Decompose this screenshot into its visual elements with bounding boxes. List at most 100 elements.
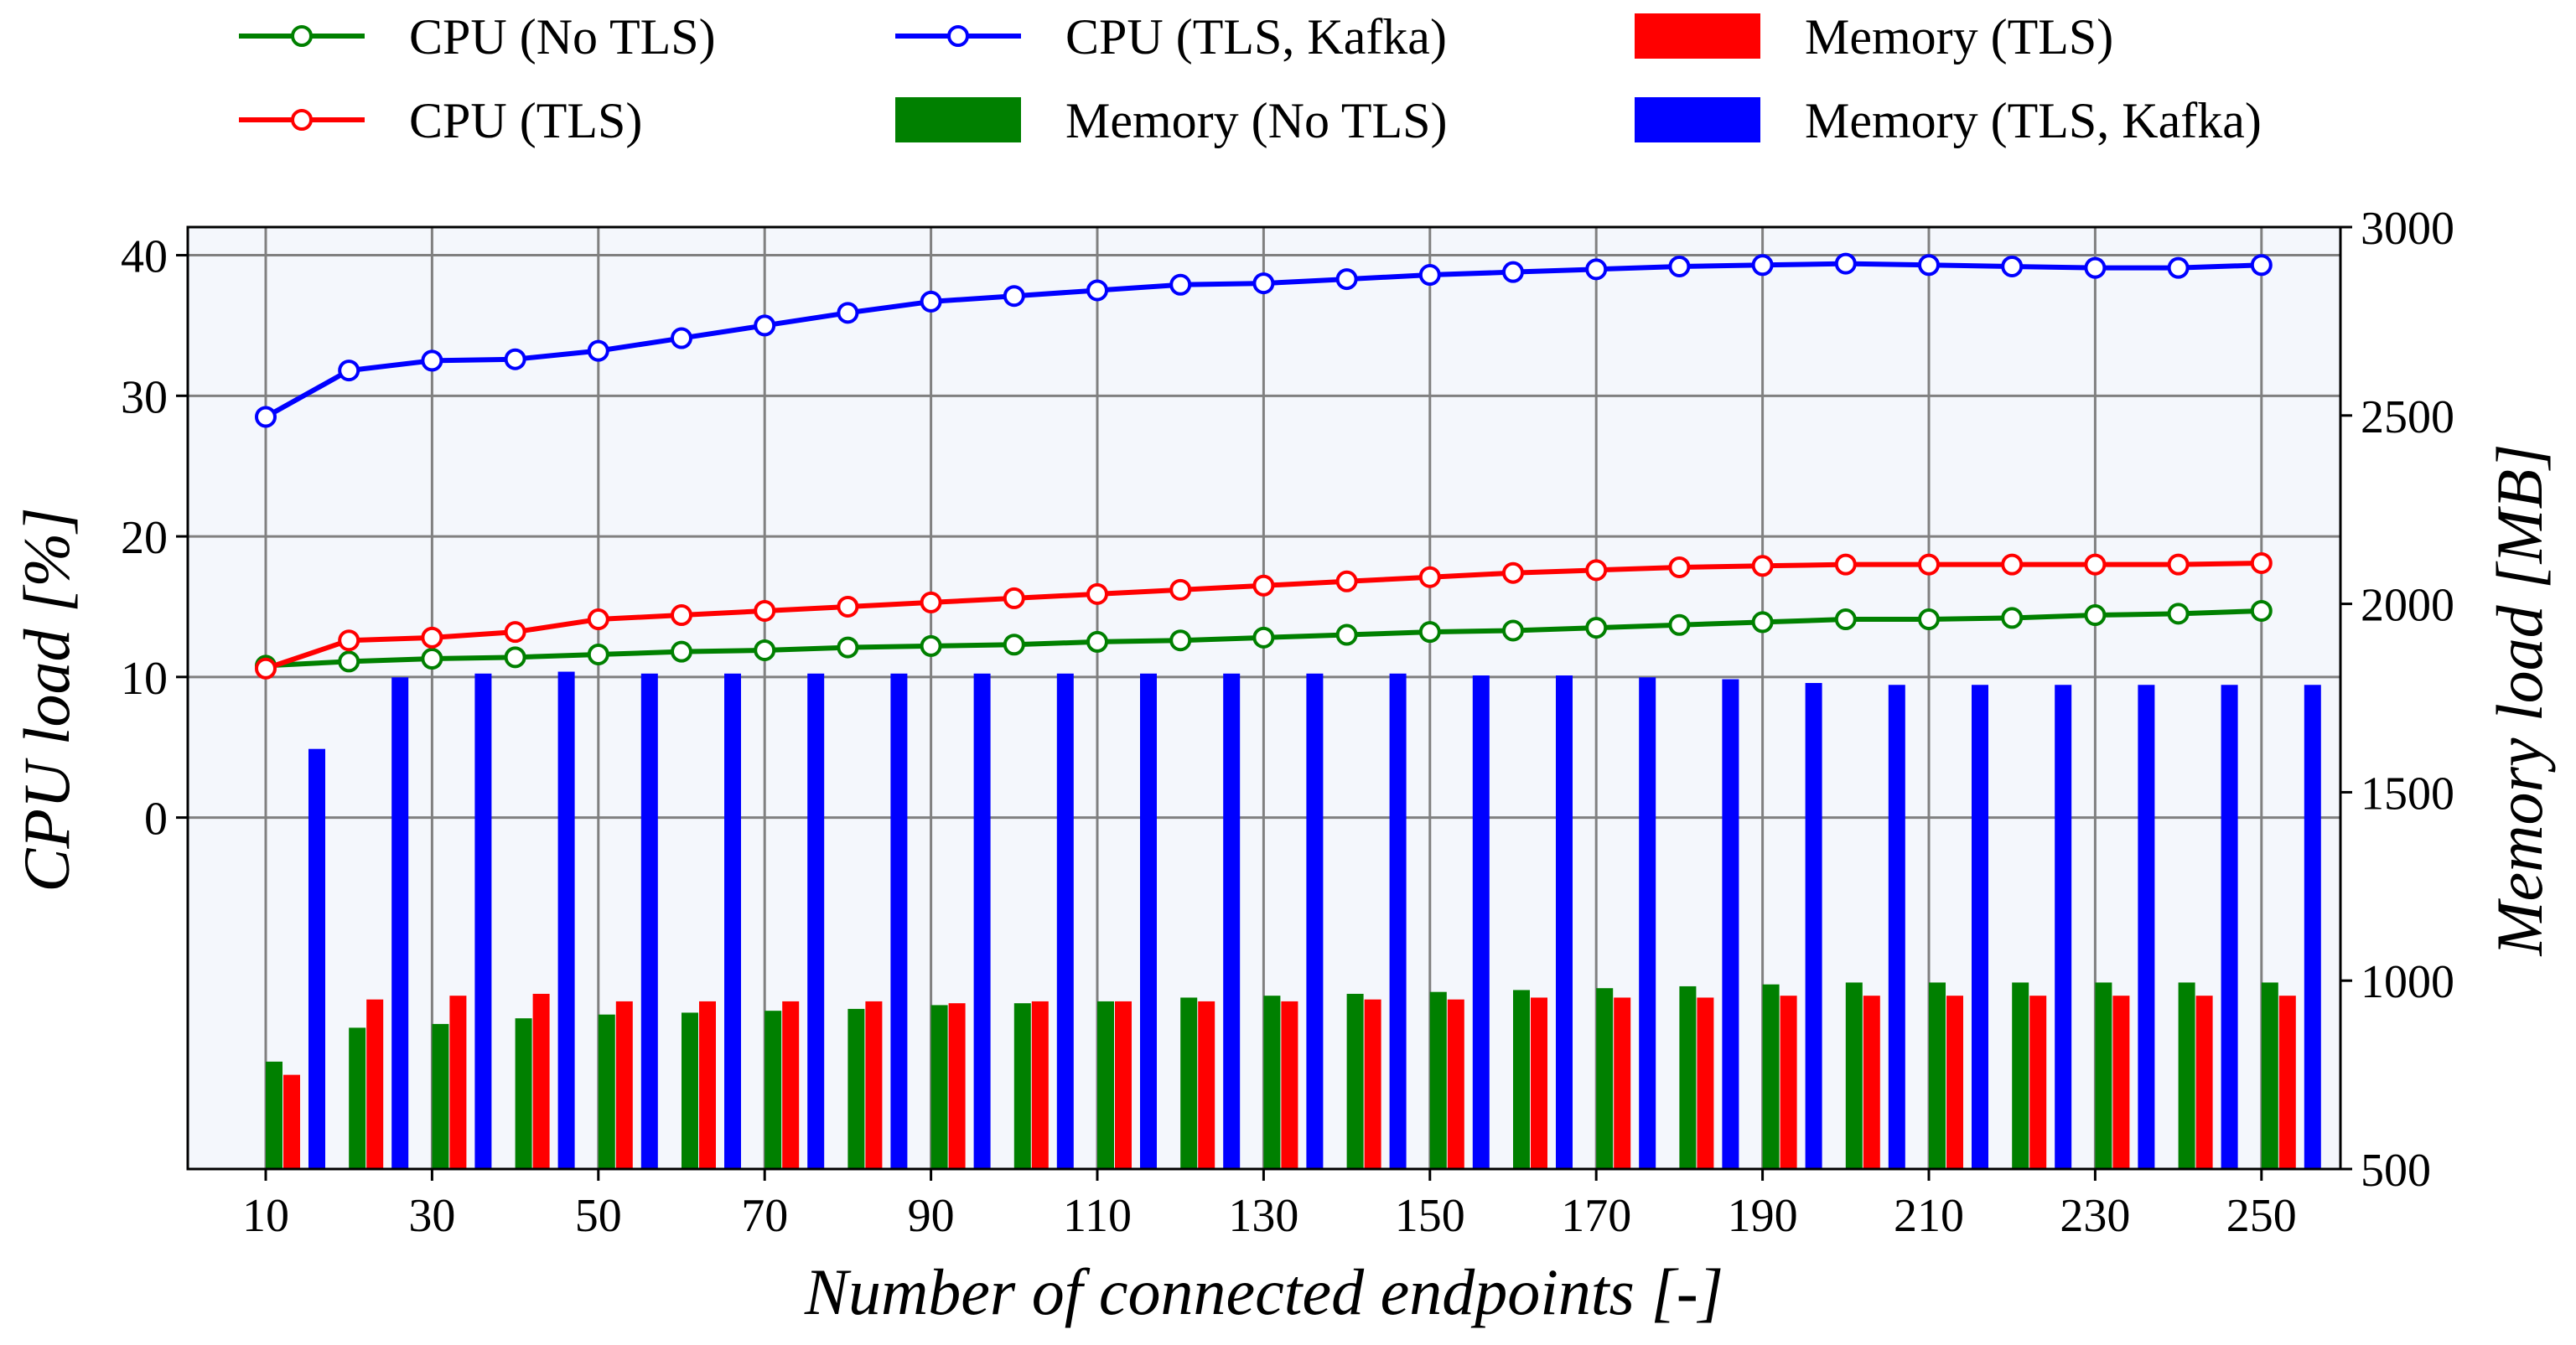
point-cpu-no-tls [421,648,443,670]
point-cpu-no-tls [1668,613,1691,636]
point-cpu-no-tls [1252,626,1275,649]
point-cpu-tls-kafka [1252,272,1275,295]
point-cpu-no-tls [1751,611,1774,634]
point-cpu-tls [421,626,443,649]
legend-label: Memory (TLS, Kafka) [1805,93,2262,148]
bar-memory-no-tls [1346,993,1364,1169]
bar-memory-tls-kafka [1306,673,1324,1169]
point-cpu-no-tls [1834,608,1857,631]
point-cpu-no-tls [1918,608,1940,631]
bar-memory-no-tls [1679,985,1697,1169]
point-cpu-tls [1918,553,1940,576]
bar-memory-tls [1364,999,1381,1169]
bar-memory-tls [615,1001,633,1169]
bar-memory-no-tls [1513,990,1530,1169]
bar-memory-tls [1697,997,1714,1169]
point-cpu-tls-kafka [754,314,776,337]
bar-memory-tls [532,993,550,1169]
bar-memory-no-tls [682,1012,698,1169]
x-tick-label: 110 [1063,1190,1132,1242]
point-cpu-tls-kafka [2250,254,2273,277]
legend-label: CPU (TLS, Kafka) [1065,9,1447,65]
point-cpu-tls-kafka [1335,268,1358,291]
x-tick-label: 190 [1728,1190,1798,1242]
x-tick-label: 210 [1894,1190,1964,1242]
legend-marker [291,25,313,47]
point-cpu-no-tls [671,640,692,663]
left-y-axis-label: CPU load [%] [10,507,83,892]
point-cpu-tls [2250,551,2273,574]
legend-bar-swatch [1635,13,1760,59]
point-cpu-no-tls [1335,623,1358,646]
point-cpu-no-tls [920,634,942,657]
bar-memory-tls-kafka [890,673,908,1169]
bar-memory-tls-kafka [308,748,325,1169]
bar-memory-tls-kafka [1140,673,1157,1169]
point-cpu-tls [504,621,526,644]
bar-memory-tls [2112,996,2130,1169]
right-y-tick-label: 1500 [2361,768,2454,820]
point-cpu-no-tls [754,639,776,661]
bar-memory-no-tls [2261,982,2278,1169]
point-cpu-tls-kafka [920,290,942,313]
point-cpu-no-tls [1502,619,1524,642]
bar-memory-tls-kafka [640,673,658,1169]
bar-memory-no-tls [1929,982,1946,1169]
bar-memory-tls [1780,996,1797,1169]
x-tick-label: 170 [1561,1190,1631,1242]
bar-memory-tls-kafka [2138,685,2155,1169]
point-cpu-no-tls [1086,630,1108,653]
bar-memory-tls [366,999,384,1169]
bar-memory-no-tls [1013,1003,1031,1169]
legend-marker [947,25,969,47]
bar-memory-no-tls [847,1008,865,1169]
x-tick-label: 70 [741,1190,788,1242]
right-y-tick-label: 3000 [2361,203,2454,255]
x-axis-ticks: 10 30 50 70 90 110 130 150 170 190 210 230 250 [242,1169,2297,1242]
bar-memory-tls-kafka [391,677,409,1169]
point-cpu-tls-kafka [2167,256,2190,279]
bar-memory-tls [1863,996,1880,1169]
bar-memory-tls [1031,1001,1049,1169]
point-cpu-tls [1834,553,1857,576]
bar-memory-no-tls [598,1014,615,1169]
point-cpu-tls-kafka [587,339,609,362]
point-cpu-tls [1003,587,1025,609]
bar-memory-tls [1198,1001,1215,1169]
bar-memory-tls-kafka [973,673,991,1169]
x-tick-label: 30 [408,1190,455,1242]
point-cpu-no-tls [504,646,526,669]
left-y-tick-label: 10 [121,653,168,705]
point-cpu-tls-kafka [504,348,526,370]
x-axis-label: Number of connected endpoints [-] [804,1255,1723,1328]
bar-memory-tls [2029,996,2047,1169]
plot-area [186,225,2342,1171]
point-cpu-tls [1169,578,1192,601]
bar-memory-no-tls [432,1023,449,1169]
bar-memory-tls [449,996,467,1169]
point-cpu-tls-kafka [1751,254,1774,277]
point-cpu-tls-kafka [255,406,277,428]
right-y-tick-label: 2500 [2361,391,2454,443]
point-cpu-tls [837,595,859,618]
point-cpu-tls-kafka [1003,285,1025,308]
x-tick-label: 230 [2060,1190,2130,1242]
legend-label: Memory (TLS) [1805,9,2113,65]
bar-memory-tls-kafka [1722,679,1739,1169]
right-y-axis-ticks: 500 1000 1500 2000 2500 3000 [2340,203,2454,1197]
bar-memory-tls-kafka [1389,673,1407,1169]
x-tick-label: 10 [242,1190,289,1242]
bar-memory-tls [2278,996,2296,1169]
point-cpu-tls-kafka [1418,264,1441,287]
bar-memory-no-tls [266,1061,282,1169]
right-y-axis-label: Memory load [MB] [2483,444,2556,957]
x-tick-label: 250 [2226,1190,2297,1242]
point-cpu-no-tls [587,643,609,665]
point-cpu-tls [1502,561,1524,584]
bar-memory-tls [1115,1001,1132,1169]
x-tick-label: 90 [908,1190,955,1242]
point-cpu-tls [2001,553,2024,576]
bar-memory-no-tls [349,1027,366,1169]
point-cpu-no-tls [2167,603,2190,625]
